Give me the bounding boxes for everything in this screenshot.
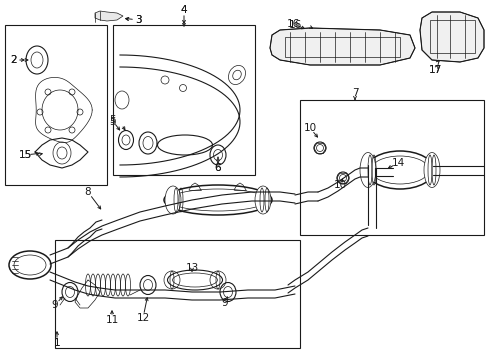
Ellipse shape — [164, 186, 181, 214]
Text: 3: 3 — [134, 15, 141, 25]
Text: 10: 10 — [333, 180, 346, 190]
Text: 5: 5 — [109, 117, 116, 127]
Text: 1: 1 — [54, 338, 60, 348]
Ellipse shape — [254, 186, 270, 214]
Text: 9: 9 — [52, 300, 58, 310]
Ellipse shape — [365, 151, 433, 189]
Text: 16: 16 — [286, 19, 299, 29]
Text: 10: 10 — [303, 123, 316, 133]
Text: 9: 9 — [221, 298, 228, 308]
Ellipse shape — [359, 153, 375, 188]
Text: 1: 1 — [54, 338, 60, 348]
Text: 15: 15 — [19, 150, 32, 160]
Text: 6: 6 — [214, 163, 221, 173]
Text: 2: 2 — [11, 55, 17, 65]
Polygon shape — [95, 11, 123, 21]
Text: 11: 11 — [105, 315, 119, 325]
Text: 4: 4 — [181, 5, 187, 15]
Ellipse shape — [163, 185, 271, 215]
Text: 5: 5 — [108, 115, 115, 125]
Text: 6: 6 — [214, 163, 221, 173]
Text: 8: 8 — [84, 187, 91, 197]
Polygon shape — [269, 28, 414, 65]
Text: 4: 4 — [181, 5, 187, 15]
Text: 7: 7 — [351, 88, 358, 98]
Text: 13: 13 — [185, 263, 198, 273]
Text: 14: 14 — [390, 158, 404, 168]
Text: 2: 2 — [11, 55, 17, 65]
Text: 15: 15 — [19, 150, 32, 160]
Text: 17: 17 — [427, 65, 441, 75]
Text: 17: 17 — [427, 65, 441, 75]
Text: 12: 12 — [136, 313, 149, 323]
Text: 3: 3 — [134, 15, 141, 25]
Polygon shape — [419, 12, 483, 62]
Text: 16: 16 — [288, 20, 301, 30]
Ellipse shape — [167, 270, 222, 290]
Ellipse shape — [423, 153, 439, 188]
Ellipse shape — [9, 251, 51, 279]
